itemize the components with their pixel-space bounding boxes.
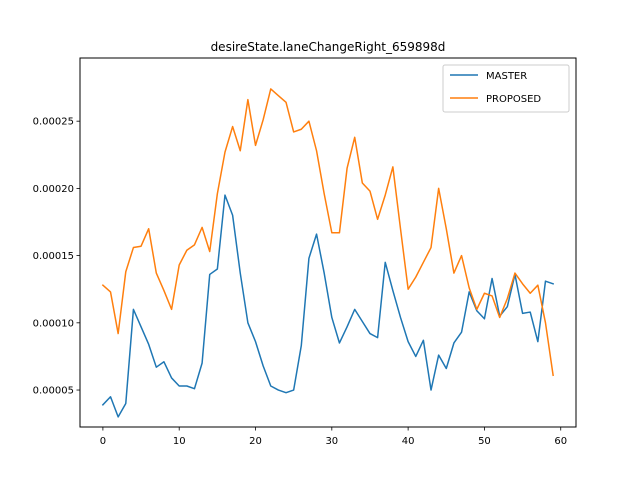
x-tick-label: 0: [100, 436, 106, 447]
y-tick-label: 0.00020: [33, 184, 74, 195]
y-tick-label: 0.00015: [33, 251, 74, 262]
series-line-proposed: [101, 88, 554, 377]
chart-title: desireState.laneChangeRight_659898d: [211, 40, 446, 54]
x-tick-label: 30: [325, 436, 338, 447]
x-tick-label: 20: [249, 436, 262, 447]
x-tick-label: 10: [173, 436, 186, 447]
plot-frame: [79, 57, 577, 428]
legend-label-proposed: PROPOSED: [486, 94, 541, 105]
y-tick-label: 0.00025: [33, 117, 74, 128]
y-axis: 0.00005 0.00010 0.00015 0.00020 0.00025: [33, 117, 80, 397]
x-tick-label: 40: [402, 436, 415, 447]
legend-box: [442, 64, 570, 113]
x-tick-label: 60: [554, 436, 567, 447]
legend-label-master: MASTER: [486, 71, 527, 82]
y-tick-label: 0.00010: [33, 318, 74, 329]
y-tick-label: 0.00005: [33, 386, 74, 397]
series-line-master: [101, 194, 555, 418]
x-tick-label: 50: [478, 436, 491, 447]
series-layer: [101, 88, 555, 418]
legend: MASTER PROPOSED: [442, 64, 570, 113]
x-axis: 0 10 20 30 40 50 60: [100, 427, 567, 447]
